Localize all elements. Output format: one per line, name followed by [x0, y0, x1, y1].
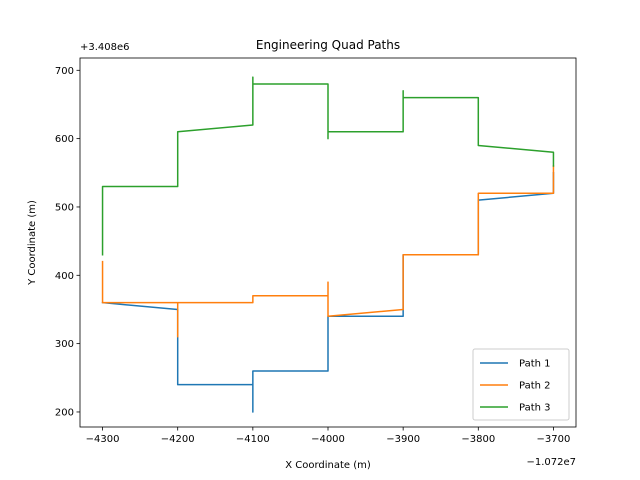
y-tick-label: 400: [55, 271, 74, 282]
legend-box: [472, 348, 570, 421]
x-tick-label: −4300: [86, 434, 120, 445]
series-layer: [101, 76, 555, 413]
legend-items: Path 1 Path 2 Path 3: [480, 359, 551, 414]
plot-frame: [79, 57, 577, 428]
x-tick-label: −3700: [537, 434, 571, 445]
x-tick-label: −4000: [311, 434, 345, 445]
legend: Path 1 Path 2 Path 3: [472, 348, 570, 421]
y-tick-label: 600: [55, 134, 74, 145]
x-tick-label: −3900: [386, 434, 420, 445]
chart-title: Engineering Quad Paths: [256, 38, 400, 52]
x-tick-label: −4200: [161, 434, 195, 445]
y-tick-label: 200: [55, 407, 74, 418]
y-axis-offset-label: +3.408e6: [80, 42, 130, 53]
x-axis-ticks: −4300 −4200 −4100 −4000 −3900 −3800 −3700: [86, 427, 571, 445]
x-axis-label: X Coordinate (m): [285, 460, 371, 471]
series-line-2: [101, 165, 555, 338]
legend-label-2: Path 2: [519, 381, 551, 392]
y-axis-label: Y Coordinate (m): [27, 200, 38, 286]
x-tick-label: −3800: [461, 434, 495, 445]
series-line-3: [101, 76, 555, 256]
y-axis-ticks: 200 300 400 500 600 700: [55, 66, 80, 418]
legend-label-1: Path 1: [519, 359, 551, 370]
x-axis-offset-label: −1.072e7: [526, 457, 576, 468]
x-tick-label: −4100: [236, 434, 270, 445]
y-tick-label: 700: [55, 66, 74, 77]
y-tick-label: 500: [55, 202, 74, 213]
legend-label-3: Path 3: [519, 403, 551, 414]
y-tick-label: 300: [55, 339, 74, 350]
